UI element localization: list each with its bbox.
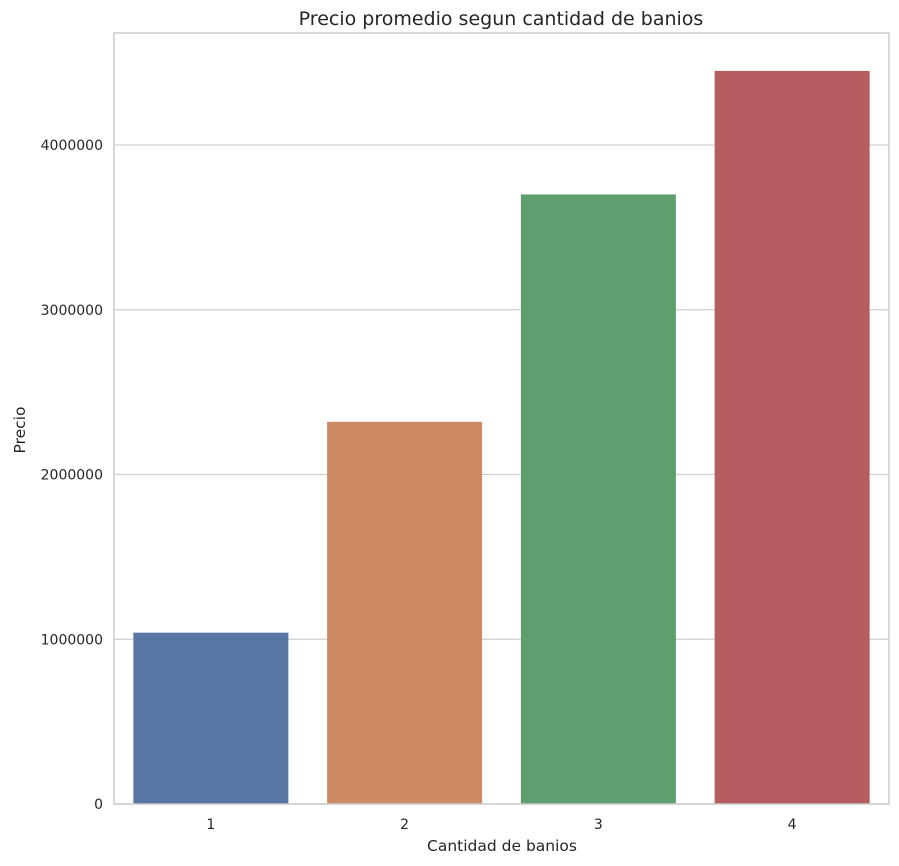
x-tick-label: 3 (594, 817, 603, 833)
y-tick-label: 1000000 (41, 632, 103, 648)
y-axis-label: Precio (11, 407, 29, 454)
x-tick-label: 1 (206, 817, 215, 833)
y-tick-labels: 0 1000000 2000000 3000000 4000000 (41, 138, 103, 813)
x-tick-labels: 1 2 3 4 (206, 817, 796, 833)
plot-frame (113, 32, 890, 805)
y-tick-label: 3000000 (41, 303, 103, 319)
bar-3 (520, 194, 676, 804)
bar-2 (327, 421, 483, 804)
x-tick-label: 2 (400, 817, 409, 833)
x-tick-label: 4 (788, 817, 797, 833)
bars (133, 70, 870, 804)
bar-1 (133, 632, 289, 804)
chart-title: Precio promedio segun cantidad de banios (299, 8, 704, 30)
x-axis-label: Cantidad de banios (427, 837, 577, 855)
bar-4 (714, 70, 870, 804)
y-tick-label: 0 (94, 797, 103, 813)
y-tick-label: 2000000 (41, 468, 103, 484)
y-tick-label: 4000000 (41, 138, 103, 154)
